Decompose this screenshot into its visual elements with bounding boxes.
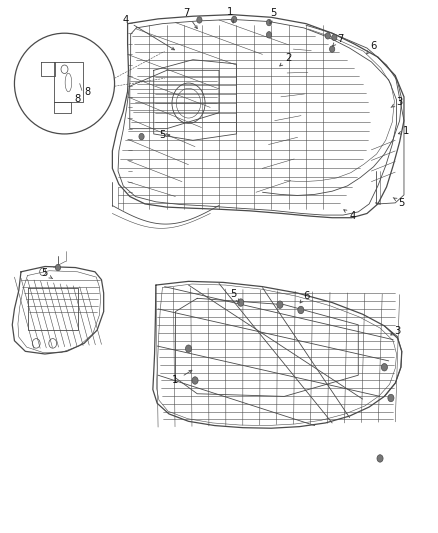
Circle shape (277, 301, 283, 309)
Circle shape (298, 306, 304, 314)
Circle shape (332, 34, 337, 41)
Text: 8: 8 (84, 86, 90, 96)
Circle shape (55, 264, 60, 271)
Text: 2: 2 (286, 53, 292, 63)
Text: 1: 1 (172, 375, 179, 385)
Circle shape (329, 46, 335, 52)
Text: 6: 6 (303, 290, 309, 301)
Text: 4: 4 (350, 211, 356, 221)
Circle shape (381, 364, 388, 371)
Text: 5: 5 (399, 198, 405, 208)
Text: 3: 3 (396, 97, 403, 107)
Circle shape (192, 377, 198, 384)
Text: 5: 5 (270, 8, 276, 18)
Text: 5: 5 (159, 130, 166, 140)
Circle shape (325, 33, 330, 39)
Circle shape (388, 394, 394, 402)
Text: 7: 7 (337, 34, 343, 44)
Circle shape (197, 17, 202, 23)
Text: 7: 7 (183, 8, 190, 18)
Circle shape (377, 455, 383, 462)
Circle shape (139, 133, 144, 140)
Circle shape (232, 16, 237, 22)
Text: 3: 3 (394, 326, 401, 336)
Circle shape (266, 19, 272, 26)
Circle shape (266, 31, 272, 38)
Text: 1: 1 (403, 126, 410, 136)
Text: 1: 1 (227, 7, 233, 17)
Text: 5: 5 (230, 289, 236, 299)
Text: 4: 4 (122, 15, 128, 25)
Text: 5: 5 (41, 269, 47, 278)
Circle shape (238, 299, 244, 306)
Circle shape (185, 345, 191, 352)
Text: 8: 8 (74, 94, 81, 104)
Text: 6: 6 (370, 42, 377, 52)
